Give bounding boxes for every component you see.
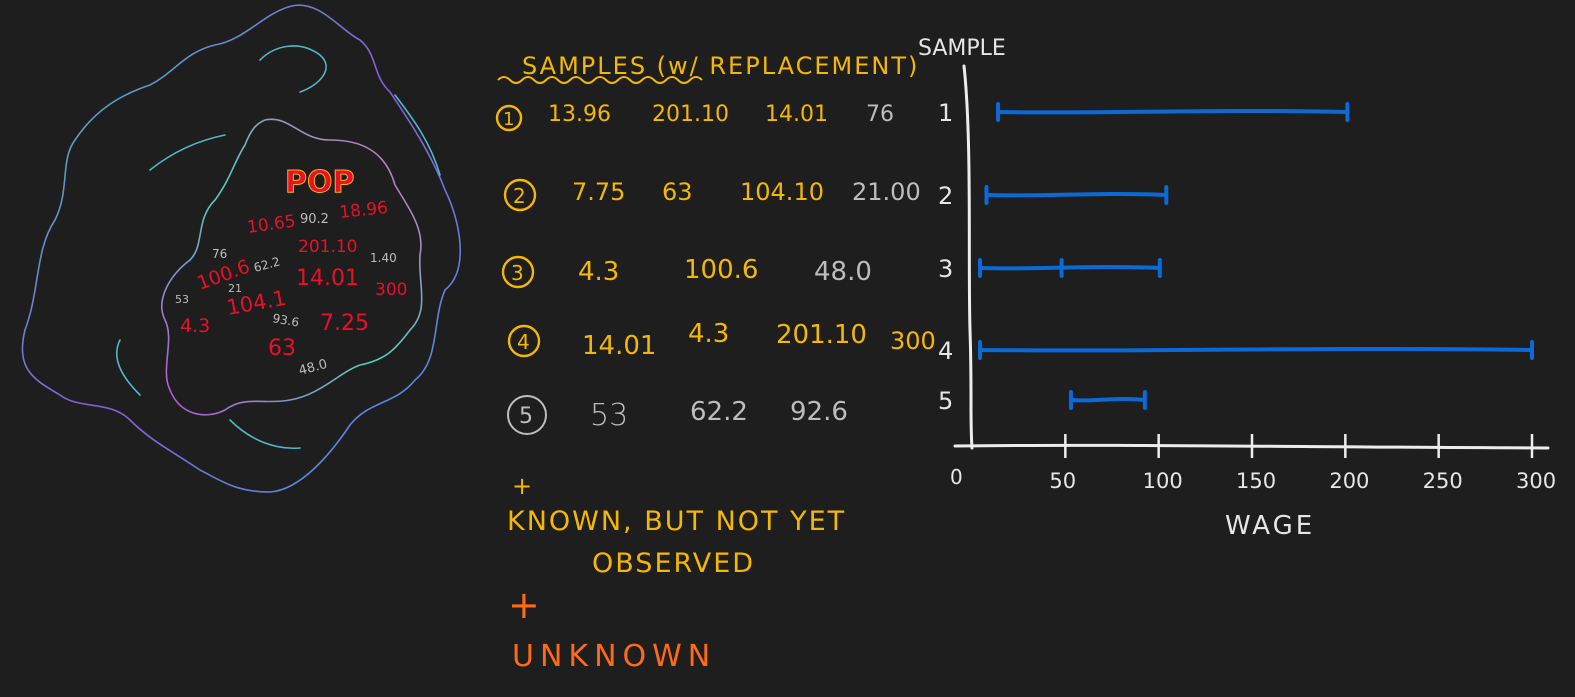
pop-value: 18.96 (338, 198, 388, 223)
sample-number: 3 (511, 261, 524, 285)
outer-blob-outline (21, 4, 462, 493)
pop-value: 63 (268, 336, 296, 361)
sample-number: 4 (517, 330, 530, 354)
sample-value: 21.00 (852, 178, 921, 206)
range-bar (984, 192, 1169, 198)
sample-value: 7.75 (572, 178, 625, 206)
sample-value: 48.0 (814, 257, 872, 287)
x-tick-label: 50 (1049, 469, 1076, 493)
x-tick-label: 150 (1236, 469, 1276, 493)
unknown-label: UNKNOWN (512, 639, 716, 674)
sample-row-1: 1 13.96 201.10 14.01 76 (495, 102, 894, 132)
pop-value: 62.2 (252, 254, 281, 274)
y-axis-label: SAMPLE (918, 36, 1006, 61)
pop-value: 7.25 (320, 311, 369, 336)
sample-value: 53 (590, 398, 628, 433)
sample-value: 300 (890, 327, 936, 355)
pop-value: 90.2 (300, 212, 329, 227)
sample-value: 76 (866, 102, 894, 127)
sample-value: 4.3 (688, 319, 729, 349)
y-category-label: 4 (938, 337, 953, 365)
sample-value: 14.01 (765, 102, 828, 127)
pop-value: 4.3 (180, 315, 210, 337)
mid-blob-outline (115, 45, 441, 450)
legend-known: + KNOWN, BUT NOT YET OBSERVED (507, 472, 846, 579)
legend-unknown: + UNKNOWN (508, 583, 716, 674)
sample-value: 62.2 (690, 397, 748, 427)
inner-blob-outline (161, 118, 423, 416)
pop-value: 1.40 (370, 251, 397, 265)
sample-value: 104.10 (740, 178, 824, 206)
pop-value: 14.01 (296, 266, 359, 291)
range-bar (978, 347, 1534, 353)
y-category-label: 2 (938, 182, 953, 210)
pop-value: 93.6 (271, 311, 300, 329)
y-category-label: 3 (938, 255, 953, 283)
x-tick-label: 300 (1516, 469, 1556, 493)
samples-list: SAMPLES (w/ REPLACEMENT) 1 13.96 201.10 … (495, 52, 936, 435)
sample-number-ring (501, 255, 535, 289)
sample-number-ring (495, 104, 523, 132)
y-category-label: 5 (938, 387, 953, 415)
pop-value: 76 (212, 247, 227, 261)
y-category-label: 1 (938, 99, 953, 127)
population-cloud: POP 10.65 90.2 18.96 100.6 201.10 76 62.… (21, 4, 462, 493)
x-tick-label: 200 (1329, 469, 1369, 493)
sample-value: 92.6 (790, 397, 848, 427)
known-label-line1: KNOWN, BUT NOT YET (507, 506, 846, 537)
range-bar (978, 265, 1162, 271)
x-tick-label: 100 (1143, 469, 1183, 493)
y-axis (962, 64, 974, 450)
sample-value: 100.6 (684, 255, 758, 285)
sample-value: 201.10 (776, 320, 867, 350)
wage-range-chart: SAMPLE WAGE 0 50 100 150 200 250 300 1 2 3 4 5 (918, 36, 1556, 541)
sample-number: 5 (519, 404, 533, 429)
range-bar (1068, 397, 1147, 403)
sample-value: 13.96 (548, 102, 611, 127)
pop-value: 100.6 (194, 255, 253, 294)
sample-value: 4.3 (578, 257, 619, 287)
sample-row-5: 5 53 62.2 92.6 (507, 395, 848, 435)
title-underline (497, 76, 703, 84)
pop-value: 21 (228, 282, 242, 295)
range-bar (996, 109, 1350, 115)
sample-number-ring (507, 395, 547, 435)
sample-row-3: 3 4.3 100.6 48.0 (501, 255, 872, 289)
sample-row-4: 4 14.01 4.3 201.10 300 (507, 319, 936, 361)
sample-value: 63 (662, 178, 693, 206)
sample-value: 201.10 (652, 102, 729, 127)
x-tick-label: 250 (1423, 469, 1463, 493)
sample-number: 1 (503, 109, 514, 130)
pop-value: 53 (175, 293, 189, 306)
population-label: POP (285, 165, 354, 200)
known-label-line2: OBSERVED (592, 548, 755, 579)
x-axis-label: WAGE (1225, 511, 1315, 541)
sample-number-ring (503, 178, 537, 212)
origin-label: 0 (950, 465, 963, 489)
pop-value: 300 (375, 280, 407, 300)
x-axis (953, 443, 1550, 450)
sample-number: 2 (513, 184, 526, 208)
unknown-plus-icon: + (508, 583, 540, 627)
sample-number-ring (507, 324, 541, 358)
pop-value: 10.65 (246, 211, 297, 238)
sample-row-2: 2 7.75 63 104.10 21.00 (503, 178, 921, 212)
pop-value: 201.10 (298, 237, 357, 257)
pop-value: 48.0 (297, 357, 329, 379)
sample-value: 14.01 (582, 331, 656, 361)
samples-title: SAMPLES (w/ REPLACEMENT) (522, 52, 919, 80)
known-plus-icon: + (512, 472, 532, 500)
